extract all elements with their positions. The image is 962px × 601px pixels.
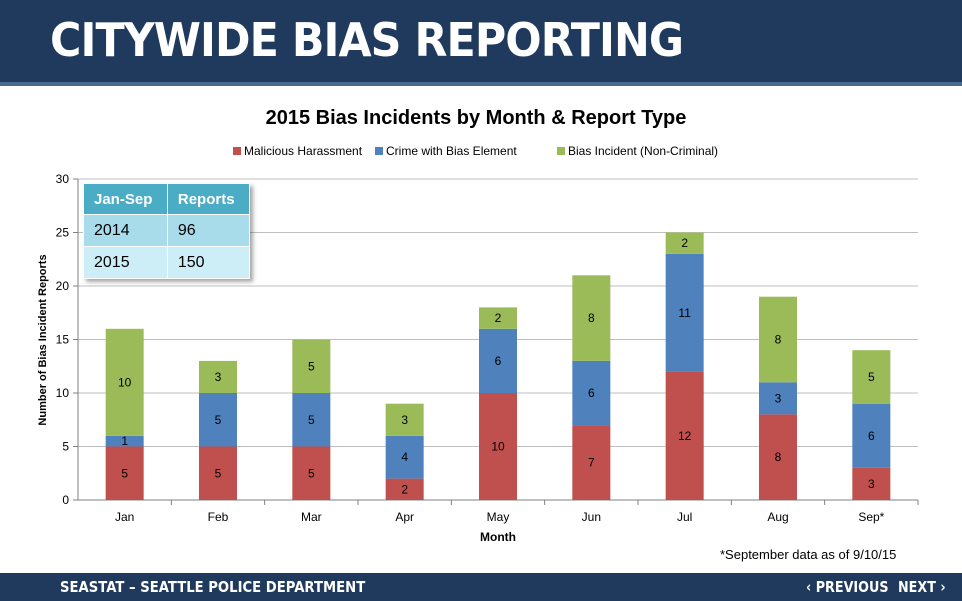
- y-tick-label: 5: [62, 440, 69, 454]
- data-label: 8: [588, 311, 595, 325]
- y-tick-label: 0: [62, 493, 69, 507]
- x-tick-label: Aug: [767, 510, 788, 524]
- bar-segment: [479, 328, 517, 393]
- data-label: 1: [121, 434, 128, 448]
- x-tick-label: Apr: [395, 510, 414, 524]
- x-tick-label: Feb: [208, 510, 229, 524]
- data-label: 3: [401, 413, 408, 427]
- x-tick-label: Mar: [301, 510, 322, 524]
- bar-segment: [852, 403, 891, 468]
- data-label: 5: [308, 413, 315, 427]
- bar-segment: [292, 393, 331, 447]
- bar-segment: [105, 446, 144, 500]
- legend-label: Crime with Bias Element: [386, 144, 517, 158]
- bar-segment: [759, 296, 797, 383]
- header-divider: [0, 82, 962, 86]
- data-label: 10: [491, 440, 505, 454]
- legend-label: Bias Incident (Non-Criminal): [568, 144, 718, 158]
- x-tick-label: Jan: [115, 510, 134, 524]
- data-label: 6: [868, 429, 875, 443]
- x-tick-label: Jul: [677, 510, 692, 524]
- data-label: 8: [775, 450, 782, 464]
- summary-table: Jan-Sep Reports 2014 96 2015 150: [83, 183, 251, 279]
- bar-segment: [852, 350, 891, 404]
- next-button[interactable]: NEXT ›: [898, 578, 946, 596]
- data-label: 8: [775, 333, 782, 347]
- x-tick-label: May: [487, 510, 510, 524]
- y-tick-label: 10: [56, 386, 70, 400]
- y-tick-label: 15: [56, 333, 70, 347]
- data-label: 12: [678, 429, 692, 443]
- summary-header-period: Jan-Sep: [83, 183, 168, 215]
- summary-reports-cell: 96: [166, 214, 251, 247]
- previous-button[interactable]: ‹ PREVIOUS: [806, 578, 889, 596]
- y-tick-label: 30: [56, 172, 70, 186]
- y-tick-label: 25: [56, 226, 70, 240]
- bar-segment: [385, 403, 424, 436]
- bar-segment: [199, 446, 237, 500]
- bar-segment: [665, 371, 704, 500]
- x-axis-label: Month: [480, 530, 516, 544]
- bar-segment: [199, 360, 237, 393]
- footer-org-label: SEASTAT – SEATTLE POLICE DEPARTMENT: [60, 578, 366, 596]
- bar-segment: [385, 435, 424, 479]
- data-label: 3: [868, 477, 875, 491]
- bar-segment: [759, 414, 797, 500]
- data-label: 6: [495, 354, 502, 368]
- data-label: 2: [495, 311, 502, 325]
- footnote: *September data as of 9/10/15: [720, 547, 897, 562]
- data-label: 3: [775, 391, 782, 405]
- data-label: 6: [588, 386, 595, 400]
- legend-label: Malicious Harassment: [244, 144, 363, 158]
- data-label: 5: [868, 370, 875, 384]
- summary-year-cell: 2015: [83, 246, 168, 279]
- data-label: 2: [401, 482, 408, 496]
- summary-table-header-row: Jan-Sep Reports: [83, 183, 251, 215]
- bar-segment: [479, 393, 517, 500]
- bar-segment: [292, 339, 331, 393]
- data-label: 3: [215, 370, 222, 384]
- x-tick-label: Sep*: [858, 510, 884, 524]
- data-label: 4: [401, 450, 408, 464]
- data-label: 5: [215, 413, 222, 427]
- bar-segment: [479, 307, 517, 329]
- bar-segment: [852, 467, 891, 500]
- data-label: 5: [121, 466, 128, 480]
- bar-segment: [572, 275, 611, 361]
- bar-segment: [105, 328, 144, 436]
- chart-title: 2015 Bias Incidents by Month & Report Ty…: [266, 107, 687, 129]
- summary-table-row: 2015 150: [83, 246, 251, 279]
- y-axis-label: Number of Bias Incident Reports: [37, 254, 49, 425]
- bar-segment: [572, 425, 611, 500]
- data-label: 2: [681, 236, 688, 250]
- summary-reports-cell: 150: [166, 246, 251, 279]
- x-tick-label: Jun: [582, 510, 601, 524]
- y-tick-label: 20: [56, 279, 70, 293]
- data-label: 5: [308, 359, 315, 373]
- legend-swatch: [557, 147, 565, 155]
- bar-segment: [292, 446, 331, 500]
- legend-swatch: [375, 147, 383, 155]
- data-label: 7: [588, 456, 595, 470]
- legend-swatch: [233, 147, 241, 155]
- bar-segment: [572, 360, 611, 426]
- bar-segment: [759, 382, 797, 415]
- bias-incidents-chart: 2015 Bias Incidents by Month & Report Ty…: [37, 107, 919, 544]
- bar-segment: [105, 435, 144, 447]
- data-label: 5: [308, 466, 315, 480]
- data-label: 11: [678, 306, 691, 320]
- page-title: CITYWIDE BIAS REPORTING: [50, 13, 684, 67]
- bar-segment: [665, 232, 704, 254]
- bar-segment: [385, 478, 424, 500]
- data-label: 5: [215, 466, 222, 480]
- summary-table-row: 2014 96: [83, 214, 251, 247]
- bar-segment: [665, 253, 704, 372]
- summary-year-cell: 2014: [83, 214, 168, 247]
- data-label: 10: [118, 375, 132, 389]
- footer-bar: SEASTAT – SEATTLE POLICE DEPARTMENT ‹ PR…: [0, 573, 962, 601]
- header-bar: CITYWIDE BIAS REPORTING: [0, 0, 962, 82]
- summary-header-reports: Reports: [166, 183, 251, 215]
- bar-segment: [199, 393, 237, 447]
